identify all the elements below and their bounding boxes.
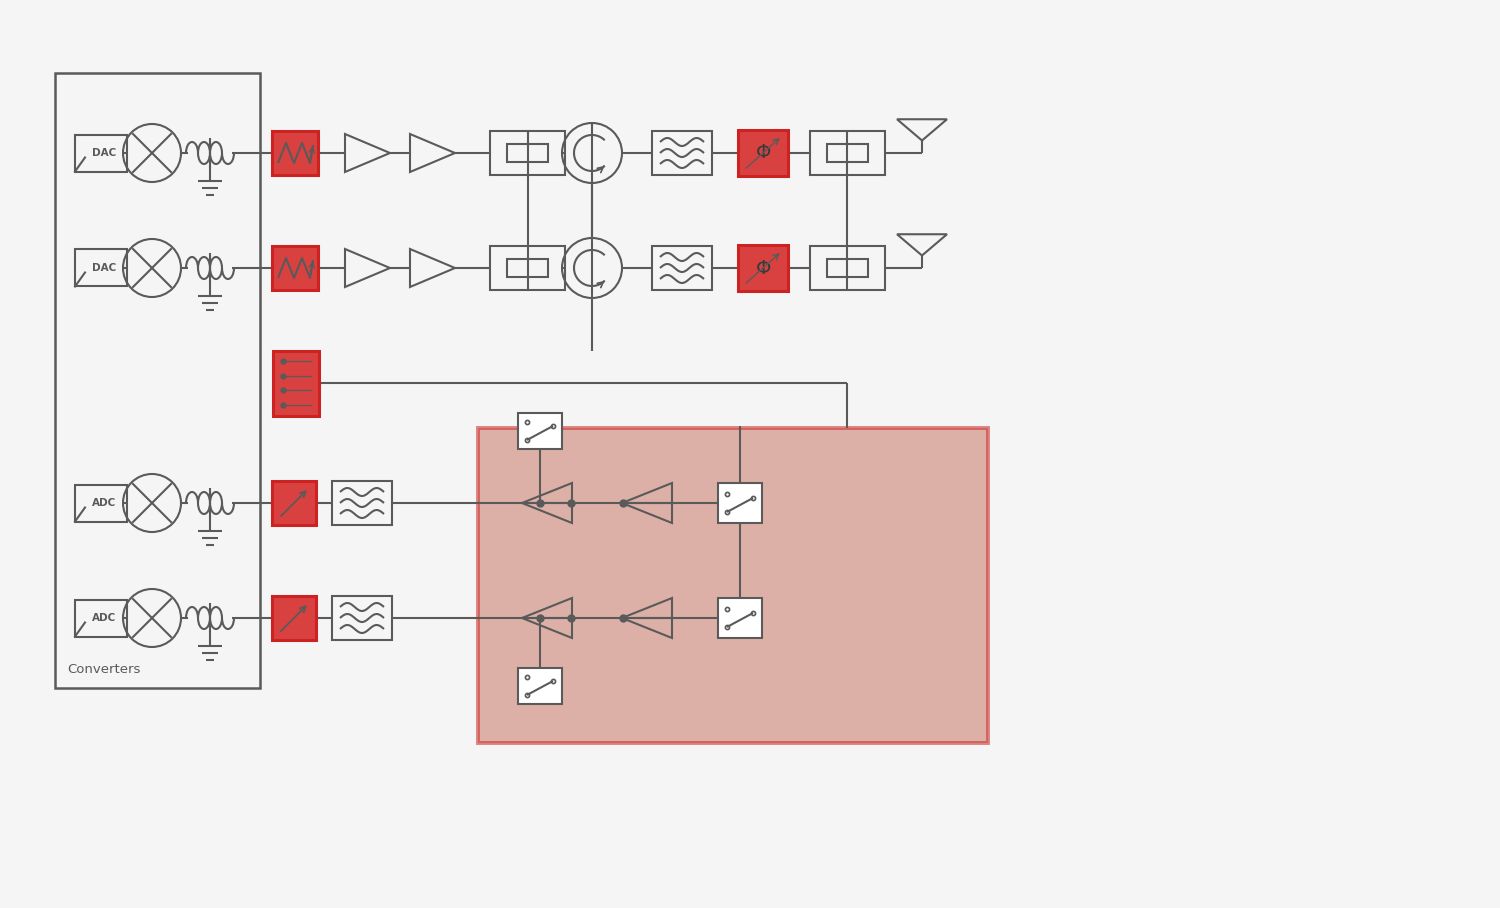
Text: ADC: ADC (92, 498, 116, 508)
FancyBboxPatch shape (738, 130, 788, 176)
Text: Converters: Converters (68, 663, 141, 676)
FancyBboxPatch shape (272, 131, 318, 175)
FancyBboxPatch shape (518, 413, 562, 449)
Text: $\Phi$: $\Phi$ (754, 143, 771, 163)
FancyBboxPatch shape (273, 350, 320, 416)
FancyBboxPatch shape (518, 668, 562, 704)
FancyBboxPatch shape (478, 428, 988, 743)
FancyBboxPatch shape (272, 481, 316, 525)
Text: ADC: ADC (92, 613, 116, 623)
FancyBboxPatch shape (272, 246, 318, 290)
FancyBboxPatch shape (718, 483, 762, 523)
FancyBboxPatch shape (738, 245, 788, 291)
FancyBboxPatch shape (718, 598, 762, 638)
Text: $\Phi$: $\Phi$ (754, 259, 771, 278)
Text: DAC: DAC (92, 148, 116, 158)
FancyBboxPatch shape (272, 596, 316, 640)
Text: DAC: DAC (92, 263, 116, 273)
